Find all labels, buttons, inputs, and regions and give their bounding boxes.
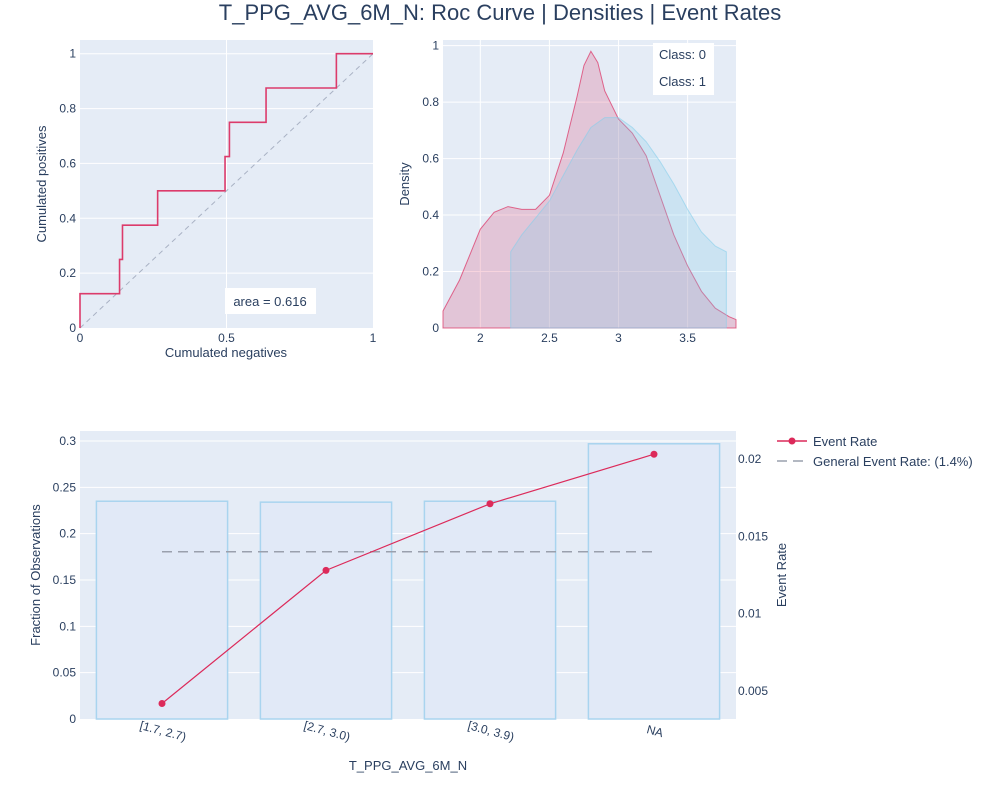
event-rate-y-tick-label: 0.3	[59, 434, 76, 448]
event-rate-y-tick-label: 0.05	[53, 666, 77, 680]
event-rate-point	[650, 450, 658, 458]
roc-area-annotation: area = 0.616	[233, 294, 306, 309]
density-y-tick-label: 0.2	[422, 265, 439, 279]
roc-area-box	[225, 288, 316, 314]
event-rate-x-tick-label: NA	[645, 722, 665, 740]
roc-grid	[80, 40, 373, 328]
event-rate-x-tick-label: [1.7, 2.7)	[138, 718, 187, 744]
legend-event-rate-marker	[788, 437, 796, 445]
roc-diagonal-line	[79, 53, 374, 329]
roc-panel: 0 0.5 1 0 0.2 0.4 0.6 0.8 1 area = 0.616 Cumulat…	[34, 40, 377, 360]
event-rate-y2-tick-label: 0.01	[738, 607, 762, 621]
roc-y-axis-label: Cumulated positives	[34, 125, 49, 243]
event-rate-y2-tick-label: 0.02	[738, 452, 762, 466]
legend-general-rate-label: General Event Rate: (1.4%)	[813, 454, 973, 469]
density-x-tick-label: 2	[477, 331, 484, 345]
fraction-bar	[423, 500, 557, 720]
roc-x-axis-label: Cumulated negatives	[165, 345, 288, 360]
density-y-tick-label: 0.6	[422, 152, 439, 166]
density-y-tick-label: 0.4	[422, 208, 439, 222]
density-y-axis-label: Density	[397, 162, 412, 206]
roc-y-tick-label: 0.8	[59, 102, 76, 116]
event-rate-x-tick-label: [2.7, 3.0)	[302, 718, 351, 744]
roc-x-tick-label: 1	[370, 331, 377, 345]
event-rate-bars	[95, 443, 721, 720]
fraction-bar	[95, 500, 229, 720]
density-y-tick-label: 0.8	[422, 95, 439, 109]
roc-y-tick-label: 0.6	[59, 156, 76, 170]
density-ticks: 2 2.5 3 3.5 0 0.2 0.4 0.6 0.8 1	[422, 39, 696, 345]
density-class-0-area	[442, 50, 737, 329]
event-rate-x-axis-label: T_PPG_AVG_6M_N	[349, 758, 467, 773]
density-x-tick-label: 3.5	[679, 331, 696, 345]
density-x-tick-label: 3	[615, 331, 622, 345]
event-rate-y2-axis-label: Event Rate	[774, 543, 789, 607]
event-rate-y-tick-label: 0.15	[53, 573, 77, 587]
event-rate-legend: Event Rate General Event Rate: (1.4%)	[777, 434, 973, 469]
density-panel: 2 2.5 3 3.5 0 0.2 0.4 0.6 0.8 1 Class: 0 Class: 1…	[397, 39, 737, 345]
roc-y-tick-label: 0.2	[59, 266, 76, 280]
roc-y-tick-label: 1	[69, 47, 76, 61]
event-rate-y-tick-label: 0.1	[59, 619, 76, 633]
density-class-1-area	[510, 117, 727, 329]
density-legend-class-1: Class: 1	[659, 74, 706, 89]
density-y-tick-label: 0	[432, 321, 439, 335]
event-rate-point	[158, 700, 166, 708]
density-y-tick-label: 1	[432, 39, 439, 53]
event-rate-line	[161, 453, 655, 704]
roc-x-tick-label: 0	[77, 331, 84, 345]
roc-y-tick-label: 0	[69, 321, 76, 335]
event-rate-x-tick-label: [3.0, 3.9)	[466, 718, 515, 744]
roc-marks	[79, 52, 374, 329]
event-rate-point	[322, 566, 330, 574]
roc-y-tick-label: 0.4	[59, 211, 76, 225]
event-rate-y-tick-label: 0	[69, 712, 76, 726]
roc-ticks: 0 0.5 1 0 0.2 0.4 0.6 0.8 1	[59, 47, 376, 345]
fraction-bar	[587, 443, 721, 720]
event-rate-marks	[158, 450, 658, 708]
event-rate-y-tick-label: 0.25	[53, 480, 77, 494]
density-x-tick-label: 2.5	[541, 331, 558, 345]
figure-title: T_PPG_AVG_6M_N: Roc Curve | Densities | …	[219, 0, 781, 25]
fraction-bar	[259, 501, 393, 720]
density-marks	[442, 50, 737, 329]
event-rate-point	[486, 500, 494, 508]
roc-x-tick-label: 0.5	[218, 331, 235, 345]
event-rate-y2-tick-label: 0.005	[738, 684, 768, 698]
density-grid	[443, 40, 736, 328]
event-rate-y-tick-label: 0.2	[59, 527, 76, 541]
density-legend-box	[653, 43, 714, 95]
event-rate-panel: 0 0.05 0.1 0.15 0.2 0.25 0.3 0.005 0.01 0.015 0.02…	[28, 431, 789, 773]
roc-curve	[79, 52, 373, 328]
event-rate-y2-tick-label: 0.015	[738, 529, 768, 543]
event-rate-y-axis-label: Fraction of Observations	[28, 504, 43, 646]
density-legend-class-0: Class: 0	[659, 47, 706, 62]
legend-event-rate-label: Event Rate	[813, 434, 877, 449]
